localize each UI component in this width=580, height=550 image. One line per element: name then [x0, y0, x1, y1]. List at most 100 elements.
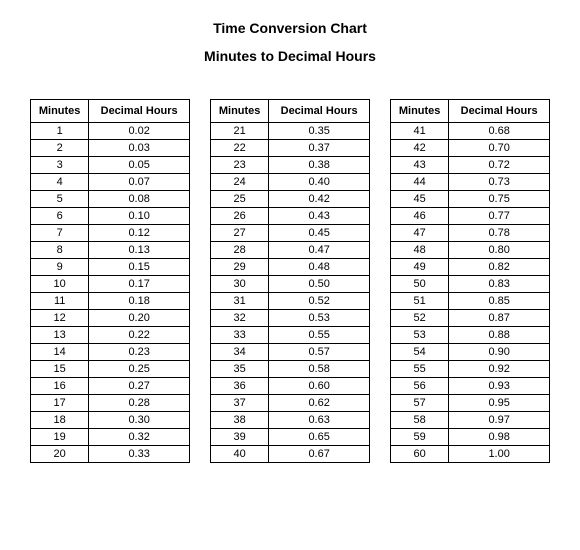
cell-decimal: 0.75: [449, 191, 550, 208]
table-row: 350.58: [211, 361, 370, 378]
cell-decimal: 0.90: [449, 344, 550, 361]
cell-decimal: 0.38: [269, 157, 370, 174]
cell-decimal: 0.23: [89, 344, 190, 361]
cell-minutes: 32: [211, 310, 269, 327]
cell-minutes: 4: [31, 174, 89, 191]
cell-decimal: 0.62: [269, 395, 370, 412]
table-row: 540.90: [391, 344, 550, 361]
table-row: 320.53: [211, 310, 370, 327]
table-row: 330.55: [211, 327, 370, 344]
cell-decimal: 0.58: [269, 361, 370, 378]
chart-title: Time Conversion Chart: [30, 20, 550, 36]
cell-minutes: 47: [391, 225, 449, 242]
table-header-row: Minutes Decimal Hours: [211, 100, 370, 123]
cell-minutes: 2: [31, 140, 89, 157]
cell-minutes: 40: [211, 446, 269, 463]
table-row: 340.57: [211, 344, 370, 361]
table-row: 430.72: [391, 157, 550, 174]
cell-decimal: 0.13: [89, 242, 190, 259]
table-body-2: 210.35220.37230.38240.40250.42260.43270.…: [211, 123, 370, 463]
table-body-1: 10.0220.0330.0540.0750.0860.1070.1280.13…: [31, 123, 190, 463]
cell-decimal: 0.72: [449, 157, 550, 174]
table-row: 490.82: [391, 259, 550, 276]
cell-minutes: 10: [31, 276, 89, 293]
cell-decimal: 0.73: [449, 174, 550, 191]
cell-decimal: 0.10: [89, 208, 190, 225]
cell-decimal: 0.47: [269, 242, 370, 259]
table-row: 290.48: [211, 259, 370, 276]
cell-decimal: 0.35: [269, 123, 370, 140]
cell-minutes: 34: [211, 344, 269, 361]
cell-decimal: 0.93: [449, 378, 550, 395]
column-header-decimal: Decimal Hours: [89, 100, 190, 123]
cell-minutes: 12: [31, 310, 89, 327]
cell-minutes: 33: [211, 327, 269, 344]
table-body-3: 410.68420.70430.72440.73450.75460.77470.…: [391, 123, 550, 463]
cell-decimal: 0.82: [449, 259, 550, 276]
cell-minutes: 28: [211, 242, 269, 259]
table-row: 510.85: [391, 293, 550, 310]
cell-decimal: 0.03: [89, 140, 190, 157]
cell-minutes: 56: [391, 378, 449, 395]
cell-decimal: 0.78: [449, 225, 550, 242]
table-row: 410.68: [391, 123, 550, 140]
cell-decimal: 0.08: [89, 191, 190, 208]
cell-minutes: 23: [211, 157, 269, 174]
cell-decimal: 0.85: [449, 293, 550, 310]
cell-decimal: 0.50: [269, 276, 370, 293]
cell-decimal: 0.25: [89, 361, 190, 378]
table-row: 140.23: [31, 344, 190, 361]
table-row: 300.50: [211, 276, 370, 293]
chart-subtitle: Minutes to Decimal Hours: [30, 48, 550, 64]
cell-decimal: 0.98: [449, 429, 550, 446]
cell-minutes: 57: [391, 395, 449, 412]
cell-minutes: 27: [211, 225, 269, 242]
cell-minutes: 25: [211, 191, 269, 208]
cell-decimal: 0.70: [449, 140, 550, 157]
table-row: 150.25: [31, 361, 190, 378]
cell-minutes: 17: [31, 395, 89, 412]
cell-decimal: 0.22: [89, 327, 190, 344]
table-row: 230.38: [211, 157, 370, 174]
cell-decimal: 0.63: [269, 412, 370, 429]
table-header-row: Minutes Decimal Hours: [391, 100, 550, 123]
cell-decimal: 0.95: [449, 395, 550, 412]
column-header-decimal: Decimal Hours: [449, 100, 550, 123]
table-row: 480.80: [391, 242, 550, 259]
cell-decimal: 0.57: [269, 344, 370, 361]
cell-decimal: 0.55: [269, 327, 370, 344]
table-row: 180.30: [31, 412, 190, 429]
conversion-table-2: Minutes Decimal Hours 210.35220.37230.38…: [210, 99, 370, 463]
table-row: 560.93: [391, 378, 550, 395]
cell-decimal: 0.87: [449, 310, 550, 327]
table-row: 90.15: [31, 259, 190, 276]
table-row: 40.07: [31, 174, 190, 191]
table-row: 70.12: [31, 225, 190, 242]
cell-minutes: 59: [391, 429, 449, 446]
cell-decimal: 0.05: [89, 157, 190, 174]
cell-minutes: 19: [31, 429, 89, 446]
cell-decimal: 0.43: [269, 208, 370, 225]
cell-decimal: 0.67: [269, 446, 370, 463]
table-row: 270.45: [211, 225, 370, 242]
conversion-table-1: Minutes Decimal Hours 10.0220.0330.0540.…: [30, 99, 190, 463]
cell-minutes: 1: [31, 123, 89, 140]
cell-decimal: 0.27: [89, 378, 190, 395]
cell-minutes: 44: [391, 174, 449, 191]
table-row: 580.97: [391, 412, 550, 429]
table-row: 50.08: [31, 191, 190, 208]
cell-decimal: 0.53: [269, 310, 370, 327]
cell-decimal: 0.68: [449, 123, 550, 140]
cell-minutes: 24: [211, 174, 269, 191]
cell-decimal: 0.28: [89, 395, 190, 412]
table-row: 250.42: [211, 191, 370, 208]
cell-minutes: 48: [391, 242, 449, 259]
cell-minutes: 46: [391, 208, 449, 225]
cell-minutes: 42: [391, 140, 449, 157]
cell-minutes: 6: [31, 208, 89, 225]
table-row: 440.73: [391, 174, 550, 191]
table-row: 520.87: [391, 310, 550, 327]
table-row: 400.67: [211, 446, 370, 463]
table-row: 170.28: [31, 395, 190, 412]
cell-minutes: 52: [391, 310, 449, 327]
